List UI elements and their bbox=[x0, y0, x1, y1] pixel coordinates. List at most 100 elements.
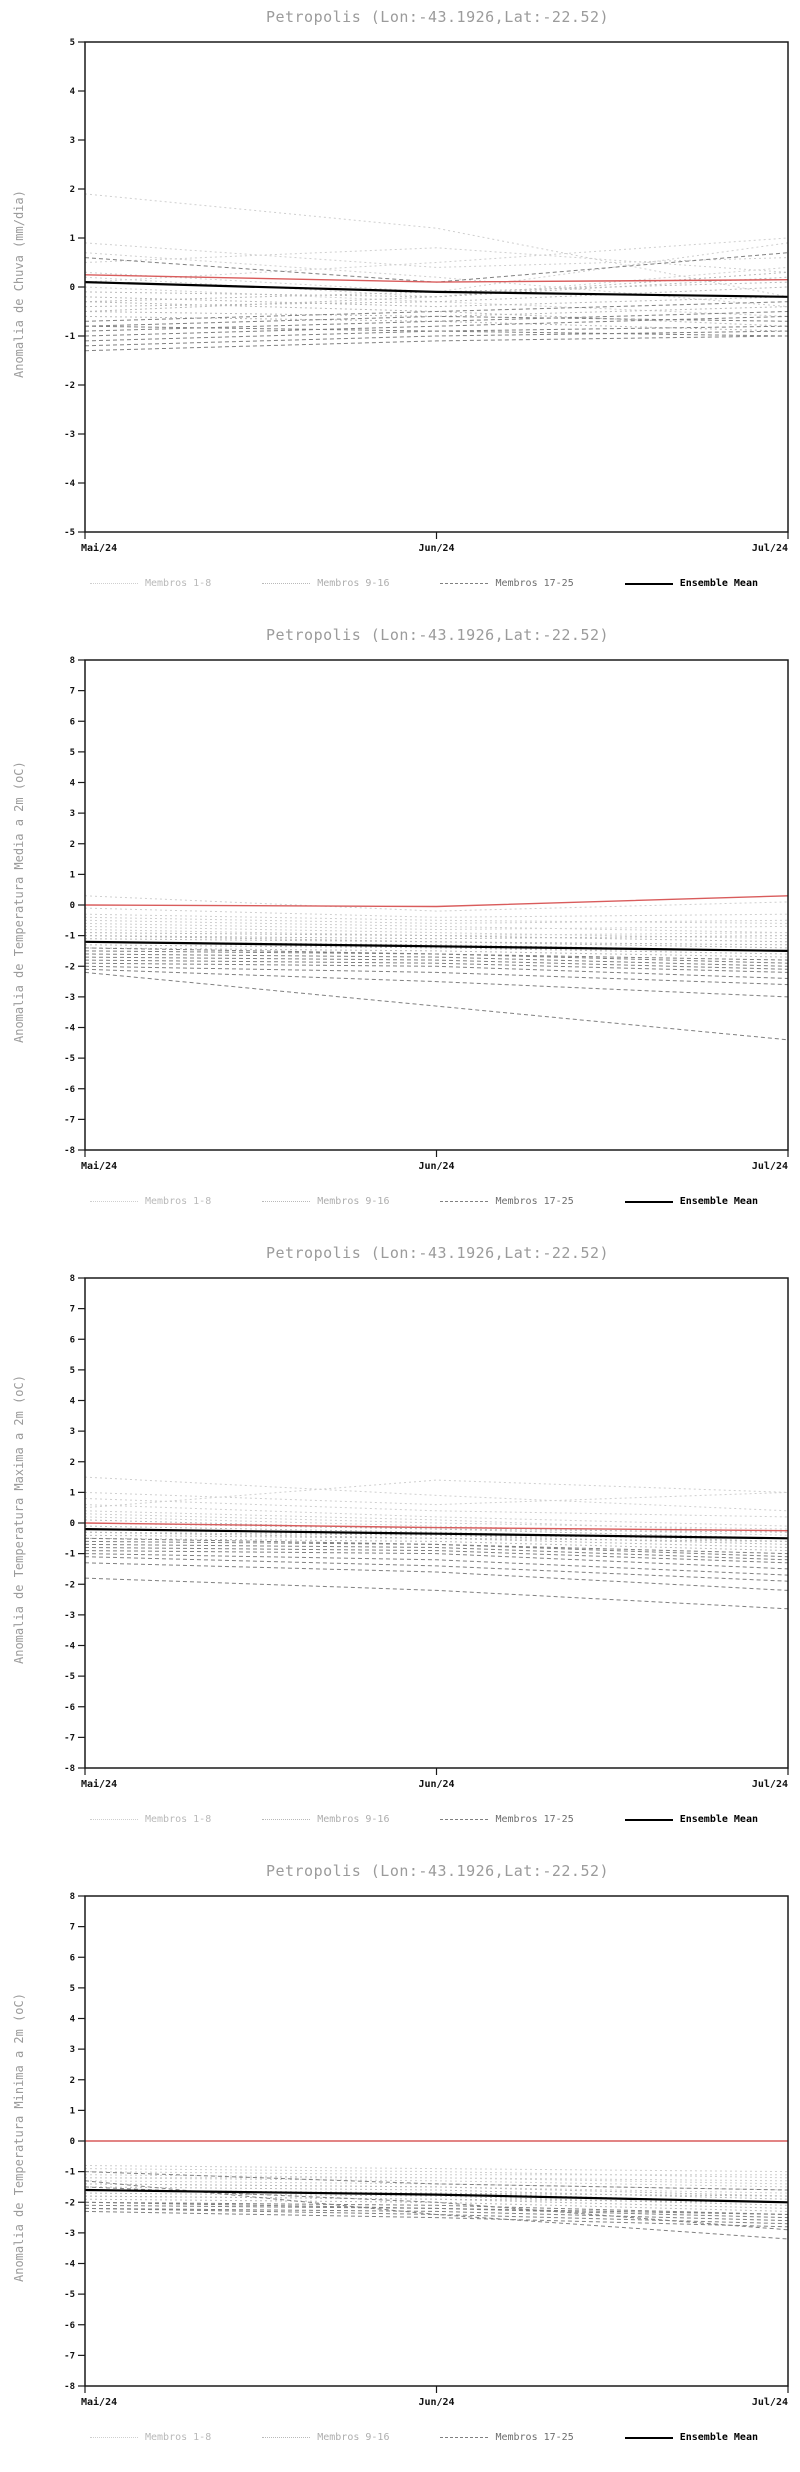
y-tick-label: -6 bbox=[64, 2321, 75, 2331]
y-tick-label: 4 bbox=[70, 1397, 76, 1407]
member-line bbox=[84, 286, 789, 308]
member-line bbox=[84, 2204, 789, 2215]
member-line bbox=[84, 1510, 789, 1533]
y-tick-label: 4 bbox=[70, 779, 76, 789]
ensemble-mean-swatch bbox=[624, 1200, 673, 1203]
legend-item-membros-17-25: Membros 17-25 bbox=[440, 1814, 574, 1825]
y-tick-label: 1 bbox=[70, 1488, 75, 1498]
member-line bbox=[84, 1531, 789, 1545]
y-tick-label: -4 bbox=[64, 2260, 75, 2270]
y-tick-label: -5 bbox=[64, 2290, 75, 2300]
member-line bbox=[84, 1534, 789, 1542]
y-tick-label: 5 bbox=[70, 1984, 75, 1994]
legend: Membros 1-8 Membros 9-16 Membros 17-25 E… bbox=[90, 1814, 758, 1825]
member-line-swatch bbox=[90, 1819, 138, 1820]
chart-title: Petropolis (Lon:-43.1926,Lat:-22.52) bbox=[265, 8, 610, 26]
plot-area: -8 -7 -6 -5 -4 -3 -2 -1 0 1 2 3 4 5 6 7 8 Mai/24 Jun/24 Jul… bbox=[64, 1274, 789, 1790]
y-tick-label: 7 bbox=[70, 687, 75, 697]
y-tick-label: -5 bbox=[64, 528, 75, 538]
member-line bbox=[84, 895, 789, 912]
chart-title: Petropolis (Lon:-43.1926,Lat:-22.52) bbox=[265, 1244, 610, 1262]
member-line-swatch bbox=[262, 1201, 311, 1202]
y-tick-label: 2 bbox=[70, 2076, 75, 2086]
x-tick-label: Jul/24 bbox=[752, 1779, 788, 1790]
member-line bbox=[84, 1553, 789, 1576]
legend-item-ensemble-mean: Ensemble Mean bbox=[624, 2432, 758, 2443]
member-line bbox=[84, 1516, 789, 1536]
y-tick-label: -1 bbox=[64, 932, 75, 942]
member-line bbox=[84, 1513, 789, 1530]
legend-item-membros-1-8: Membros 1-8 bbox=[90, 1814, 211, 1825]
y-tick-label: 1 bbox=[70, 870, 75, 880]
member-line-swatch bbox=[262, 2437, 311, 2438]
member-line-swatch bbox=[262, 1819, 311, 1820]
y-tick-label: -1 bbox=[64, 332, 75, 342]
legend-label: Ensemble Mean bbox=[679, 1196, 758, 1207]
member-line bbox=[84, 315, 789, 327]
member-line bbox=[84, 938, 789, 946]
legend-label: Ensemble Mean bbox=[679, 1814, 758, 1825]
member-line bbox=[84, 2192, 789, 2206]
member-line-swatch bbox=[90, 2437, 138, 2438]
ensemble-mean-line bbox=[84, 281, 789, 298]
y-tick-label: -1 bbox=[64, 1550, 75, 1560]
member-line-swatch bbox=[440, 2437, 489, 2438]
member-line bbox=[84, 968, 789, 998]
y-tick-label: -8 bbox=[64, 1146, 75, 1156]
member-line bbox=[84, 2195, 789, 2209]
member-line bbox=[84, 953, 789, 967]
chart-panel-chuva: Petropolis (Lon:-43.1926,Lat:-22.52) Ano… bbox=[0, 0, 800, 618]
ensemble-mean-swatch bbox=[624, 1818, 673, 1821]
member-line bbox=[84, 2180, 789, 2240]
y-tick-label: 4 bbox=[70, 87, 76, 97]
x-tick-label: Jun/24 bbox=[418, 2397, 454, 2408]
y-tick-label: 0 bbox=[70, 901, 75, 911]
ensemble-mean-swatch bbox=[624, 582, 673, 585]
y-tick-label: -3 bbox=[64, 1611, 75, 1621]
y-tick-label: 5 bbox=[70, 38, 75, 48]
member-line bbox=[84, 1547, 789, 1564]
legend-label: Membros 1-8 bbox=[145, 1196, 212, 1207]
member-line bbox=[84, 2186, 789, 2200]
legend-label: Membros 17-25 bbox=[495, 1814, 574, 1825]
legend-label: Membros 1-8 bbox=[145, 2432, 212, 2443]
y-tick-label: -1 bbox=[64, 2168, 75, 2178]
legend-item-membros-1-8: Membros 1-8 bbox=[90, 1196, 211, 1207]
plot-box bbox=[84, 41, 789, 533]
member-line bbox=[84, 2186, 789, 2231]
member-line bbox=[84, 296, 789, 308]
y-tick-label: 6 bbox=[70, 717, 75, 727]
x-tick-label: Jun/24 bbox=[418, 1161, 454, 1172]
legend-label: Ensemble Mean bbox=[679, 2432, 758, 2443]
y-tick-label: 3 bbox=[70, 809, 75, 819]
y-tick-label: -2 bbox=[64, 962, 75, 972]
y-tick-label: -7 bbox=[64, 1733, 75, 1743]
plot-area: -5 -4 -3 -2 -1 0 1 2 3 4 5 Mai/24 Jun/24 Jul/24 bbox=[64, 38, 789, 554]
legend: Membros 1-8 Membros 9-16 Membros 17-25 E… bbox=[90, 1196, 758, 1207]
legend-item-membros-9-16: Membros 9-16 bbox=[262, 578, 389, 589]
member-line bbox=[84, 965, 789, 986]
chart-title: Petropolis (Lon:-43.1926,Lat:-22.52) bbox=[265, 626, 610, 644]
y-tick-label: -8 bbox=[64, 1764, 75, 1774]
y-tick-label: 5 bbox=[70, 748, 75, 758]
member-line bbox=[84, 2201, 789, 2215]
x-tick-label: Jul/24 bbox=[752, 1161, 788, 1172]
y-tick-label: -3 bbox=[64, 430, 75, 440]
legend-label: Membros 1-8 bbox=[145, 1814, 212, 1825]
x-tick-label: Jun/24 bbox=[418, 1779, 454, 1790]
red-reference-line bbox=[84, 274, 789, 283]
member-line bbox=[84, 1556, 789, 1582]
y-tick-label: 0 bbox=[70, 283, 75, 293]
y-tick-label: 5 bbox=[70, 1366, 75, 1376]
member-line bbox=[84, 2210, 789, 2228]
ensemble-mean-swatch bbox=[624, 2436, 673, 2439]
y-tick-label: 8 bbox=[70, 1274, 75, 1284]
x-tick-label: Jun/24 bbox=[418, 543, 454, 554]
x-tick-label: Mai/24 bbox=[81, 1778, 117, 1790]
legend-item-ensemble-mean: Ensemble Mean bbox=[624, 1814, 758, 1825]
plot-area: -8 -7 -6 -5 -4 -3 -2 -1 0 1 2 3 4 5 6 7 8 Mai/24 Jun/24 Jul… bbox=[64, 656, 789, 1172]
member-line bbox=[84, 1522, 789, 1533]
y-tick-label: 6 bbox=[70, 1335, 75, 1345]
legend-label: Membros 17-25 bbox=[495, 1196, 574, 1207]
legend-item-ensemble-mean: Ensemble Mean bbox=[624, 578, 758, 589]
